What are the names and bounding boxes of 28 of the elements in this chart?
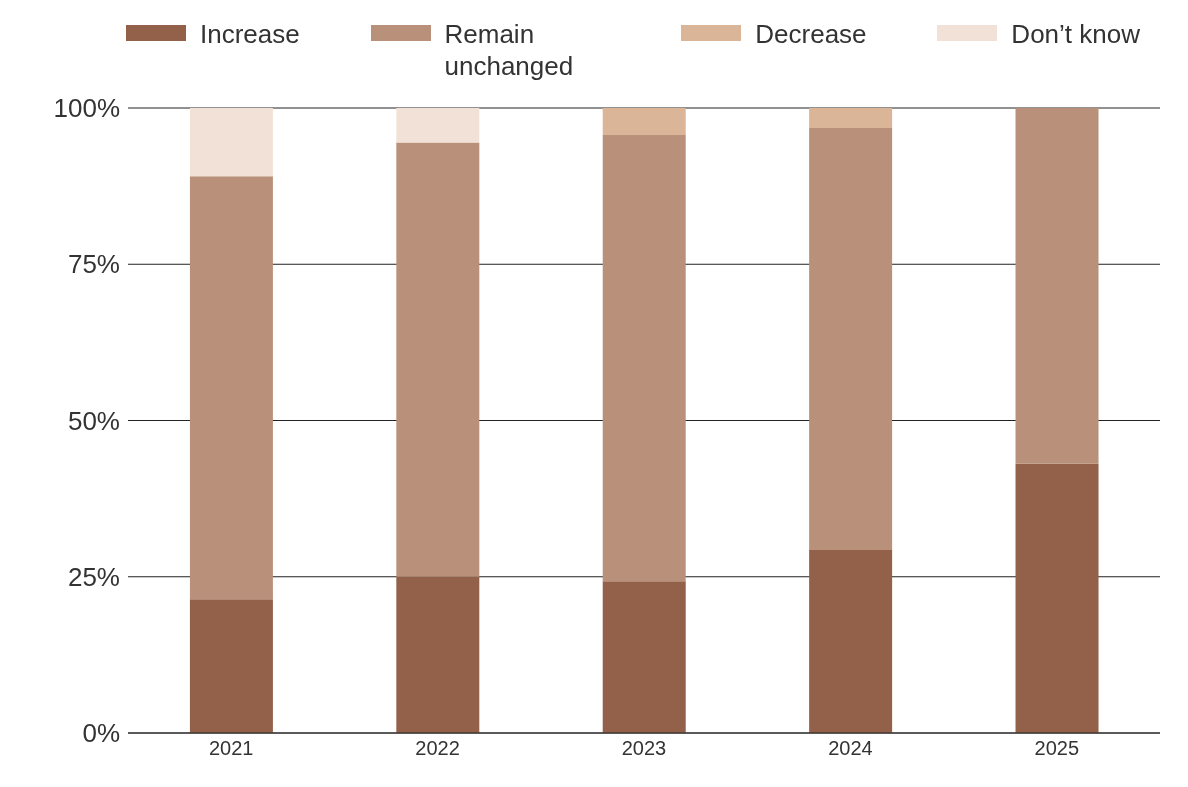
y-tick-label: 25% [67, 561, 120, 592]
bar [189, 108, 273, 177]
bar [189, 176, 273, 600]
y-tick-label: 0% [82, 718, 120, 749]
bar [809, 108, 893, 128]
x-tick-label: 2022 [415, 737, 460, 760]
legend-label: Don’t know [1011, 18, 1140, 50]
bar [809, 549, 893, 733]
x-tick-label: 2024 [828, 737, 873, 760]
bar [189, 599, 273, 733]
bar [602, 581, 686, 733]
legend-label: Remain unchanged [444, 18, 575, 82]
y-tick-label: 75% [67, 249, 120, 280]
bar [396, 142, 480, 577]
bar [1015, 108, 1099, 464]
y-tick-label: 50% [67, 405, 120, 436]
legend-label: Increase [200, 18, 300, 50]
x-tick-label: 2023 [621, 737, 667, 760]
bar [1015, 463, 1099, 733]
bar [602, 134, 686, 582]
bar [602, 108, 686, 135]
legend-label: Decrease [755, 18, 867, 50]
bar [396, 108, 480, 143]
y-tick-label: 100% [53, 93, 120, 124]
bar [396, 576, 480, 733]
x-tick-label: 2025 [1034, 737, 1080, 760]
x-tick-label: 2021 [208, 737, 254, 760]
bar [809, 128, 893, 550]
